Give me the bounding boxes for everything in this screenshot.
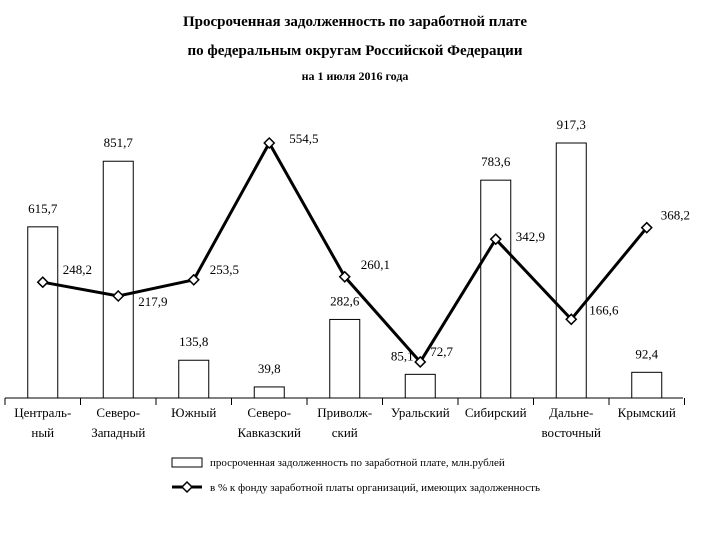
x-tick-label: Централь-ный bbox=[14, 405, 71, 440]
marker bbox=[263, 136, 276, 150]
data-label: 615,7 bbox=[28, 201, 58, 216]
bar bbox=[253, 386, 285, 399]
data-label: 917,3 bbox=[557, 117, 586, 132]
x-tick-label: Южный bbox=[171, 405, 216, 420]
data-label: 342,9 bbox=[516, 229, 545, 244]
data-label: 282,6 bbox=[330, 293, 360, 308]
bar bbox=[631, 371, 663, 399]
x-tick-label: Крымский bbox=[618, 405, 676, 420]
data-label: 85,1 bbox=[391, 348, 414, 363]
marker bbox=[565, 313, 578, 326]
legend-swatch bbox=[180, 480, 194, 494]
bar bbox=[178, 359, 210, 399]
x-tick-label: Уральский bbox=[391, 405, 450, 420]
marker bbox=[414, 355, 427, 369]
data-label: 253,5 bbox=[210, 262, 239, 277]
data-label: 72,7 bbox=[430, 344, 453, 359]
data-label: 217,9 bbox=[138, 294, 167, 309]
x-tick-label: Северо-Западный bbox=[91, 405, 145, 440]
legend-label: в % к фонду заработной платы организаций… bbox=[210, 482, 540, 494]
bar bbox=[404, 373, 436, 399]
x-tick-label: Дальне-восточный bbox=[541, 405, 601, 440]
marker bbox=[489, 233, 502, 246]
bar bbox=[480, 179, 512, 399]
marker bbox=[338, 270, 351, 283]
chart-title: Просроченная задолженность по заработной… bbox=[183, 14, 527, 30]
legend-label: просроченная задолженность по заработной… bbox=[210, 457, 505, 469]
chart-subtitle: на 1 июля 2016 года bbox=[302, 69, 409, 83]
data-label: 554,5 bbox=[289, 131, 318, 146]
bar bbox=[27, 226, 59, 399]
x-tick-label: Северо-Кавказский bbox=[238, 405, 301, 440]
x-tick-label: Приволж-ский bbox=[317, 405, 372, 440]
marker bbox=[36, 276, 49, 289]
marker bbox=[187, 273, 200, 286]
data-label: 851,7 bbox=[104, 135, 134, 150]
legend-swatch bbox=[171, 457, 203, 468]
data-label: 92,4 bbox=[635, 346, 658, 361]
data-label: 783,6 bbox=[481, 154, 511, 169]
data-label: 248,2 bbox=[63, 262, 92, 277]
chart-title: по федеральным округам Российской Федера… bbox=[188, 43, 523, 59]
data-label: 368,2 bbox=[661, 208, 690, 223]
data-label: 260,1 bbox=[361, 257, 390, 272]
bar bbox=[555, 142, 587, 399]
data-label: 166,6 bbox=[589, 302, 619, 317]
bar bbox=[329, 318, 361, 399]
data-label: 39,8 bbox=[258, 361, 281, 376]
x-tick-label: Сибирский bbox=[465, 405, 527, 420]
marker bbox=[640, 221, 653, 234]
marker bbox=[112, 289, 125, 303]
bar bbox=[102, 160, 134, 399]
data-label: 135,8 bbox=[179, 334, 208, 349]
